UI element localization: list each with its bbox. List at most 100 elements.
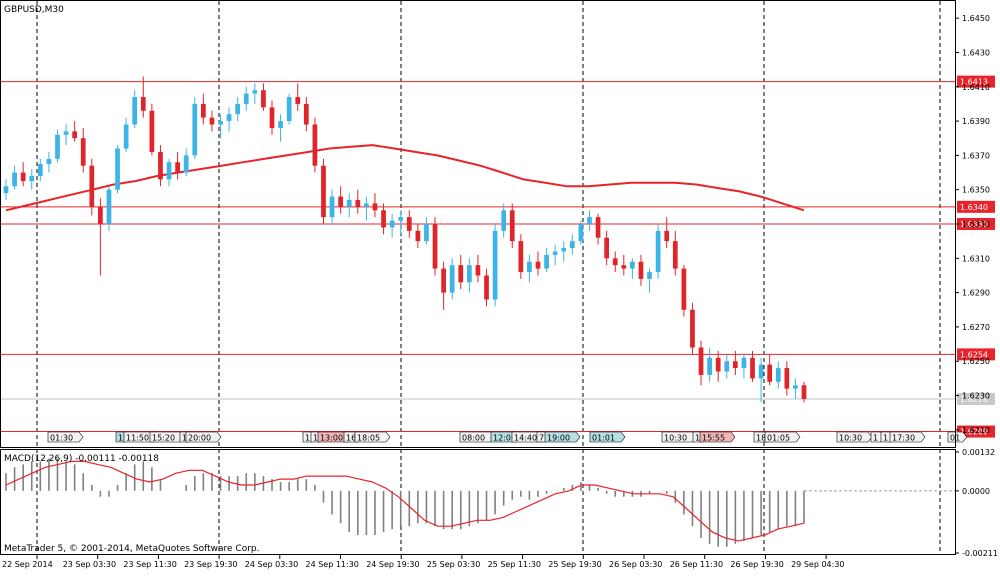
candle bbox=[775, 361, 781, 389]
event-flag-label: 01:01 bbox=[592, 434, 615, 443]
candle-body bbox=[226, 114, 232, 122]
time-tick-label: 25 Sep 19:30 bbox=[548, 560, 601, 569]
price-tick-label: 1.6270 bbox=[962, 323, 990, 332]
event-flag-label: 1 bbox=[873, 434, 878, 443]
candle bbox=[286, 93, 292, 125]
candle-body bbox=[484, 275, 489, 300]
candle-body bbox=[724, 361, 730, 372]
candle-body bbox=[732, 361, 738, 369]
price-tick-label: 1.6230 bbox=[962, 392, 990, 401]
candle-body bbox=[801, 385, 807, 399]
candle-body bbox=[89, 165, 95, 207]
candle-body bbox=[793, 385, 798, 389]
candle bbox=[63, 124, 69, 146]
event-flag-25[interactable]: 17:30 bbox=[889, 431, 926, 443]
event-flag-17[interactable]: 10:30 bbox=[661, 431, 698, 443]
candle bbox=[355, 189, 361, 214]
candle-body bbox=[192, 103, 198, 156]
candle bbox=[630, 258, 635, 279]
event-flag-label: 18 bbox=[756, 434, 766, 443]
candle bbox=[166, 158, 172, 187]
candle-body bbox=[286, 97, 292, 122]
event-flag-label: 19:00 bbox=[547, 434, 570, 443]
candle bbox=[793, 378, 798, 399]
candle-body bbox=[183, 155, 189, 173]
event-flag-22[interactable]: 10:30 bbox=[836, 431, 873, 443]
candle bbox=[535, 251, 541, 276]
horizontal-levels[interactable]: 1.6413 1.6340 1.6330 1.6254 1.6209 1.6228 bbox=[1, 75, 995, 438]
candle bbox=[612, 251, 618, 273]
candle bbox=[149, 103, 155, 156]
candle-body bbox=[715, 357, 721, 372]
time-tick-label: 23 Sep 19:30 bbox=[184, 560, 237, 569]
candle bbox=[638, 254, 644, 286]
candle bbox=[715, 350, 721, 382]
price-tick-label: 1.6310 bbox=[962, 254, 990, 263]
candle bbox=[801, 381, 807, 403]
event-flag-shape bbox=[544, 431, 581, 443]
level-badge-4 bbox=[957, 425, 995, 438]
candle-body bbox=[389, 220, 395, 228]
moving-average-line bbox=[5, 144, 805, 212]
chart-title: GBPUSD,M30 bbox=[4, 5, 64, 15]
price-tick-label: 1.6330 bbox=[962, 220, 990, 229]
event-flag-shape bbox=[47, 431, 84, 443]
price-tick-label: 1.6250 bbox=[962, 357, 990, 366]
candle bbox=[29, 169, 35, 190]
time-tick-label: 24 Sep 11:30 bbox=[306, 560, 359, 569]
candle-body bbox=[149, 110, 155, 152]
time-tick-label: 22 Sep 2014 bbox=[2, 560, 53, 569]
candle bbox=[561, 241, 567, 262]
candle bbox=[484, 268, 489, 307]
candle-body bbox=[37, 163, 43, 176]
time-tick-label: 26 Sep 19:30 bbox=[730, 560, 783, 569]
candle-body bbox=[750, 357, 755, 379]
time-tick-label: 25 Sep 03:30 bbox=[427, 560, 480, 569]
candle-body bbox=[106, 189, 112, 224]
candle bbox=[595, 213, 601, 245]
candle-body bbox=[29, 175, 35, 182]
copyright-text: MetaTrader 5, © 2001-2014, MetaQuotes So… bbox=[4, 544, 260, 554]
event-flags[interactable]: 01:30 1 11:50 15:20 1 20:00 1 1 13:00 16 18:05 08:0… bbox=[47, 431, 968, 443]
event-flag-19[interactable]: 15:55 bbox=[699, 431, 736, 443]
event-flag-11[interactable]: 08:00 bbox=[459, 431, 496, 443]
candlesticks bbox=[3, 76, 807, 403]
candle-body bbox=[295, 97, 301, 104]
event-flag-label: 15:20 bbox=[152, 434, 175, 443]
candle bbox=[698, 340, 704, 386]
price-tick-label: 1.6350 bbox=[962, 186, 990, 195]
candle bbox=[132, 90, 138, 128]
event-flag-label: 01:05 bbox=[767, 434, 790, 443]
event-flag-16[interactable]: 01:01 bbox=[589, 431, 626, 443]
candle-body bbox=[604, 237, 610, 259]
event-flag-15[interactable]: 19:00 bbox=[544, 431, 581, 443]
event-flag-label: 1 bbox=[695, 434, 700, 443]
candle-body bbox=[46, 158, 52, 164]
candle-body bbox=[501, 210, 507, 231]
candle-body bbox=[767, 364, 773, 382]
event-flag-5[interactable]: 20:00 bbox=[185, 431, 222, 443]
candle-body bbox=[690, 309, 695, 348]
event-flag-10[interactable]: 18:05 bbox=[354, 431, 391, 443]
candle bbox=[621, 254, 627, 276]
level-badge-2 bbox=[957, 218, 995, 230]
candle-body bbox=[578, 224, 584, 242]
macd-pane-border bbox=[0, 449, 956, 555]
candle-body bbox=[72, 131, 78, 139]
event-flag-label: 1 bbox=[118, 434, 123, 443]
candle bbox=[12, 165, 17, 190]
candle bbox=[604, 230, 610, 266]
time-axis: 22 Sep 2014 23 Sep 03:30 23 Sep 11:30 23 Se… bbox=[2, 555, 845, 569]
candle-body bbox=[55, 134, 60, 159]
event-flag-21[interactable]: 01:05 bbox=[764, 431, 801, 443]
event-flag-0[interactable]: 01:30 bbox=[47, 431, 84, 443]
event-flag-label: 15:55 bbox=[702, 434, 725, 443]
candle bbox=[544, 248, 549, 273]
candle bbox=[750, 350, 755, 382]
candle-body bbox=[466, 265, 472, 283]
price-tick-label: 1.6390 bbox=[962, 117, 990, 126]
candle bbox=[243, 86, 249, 111]
